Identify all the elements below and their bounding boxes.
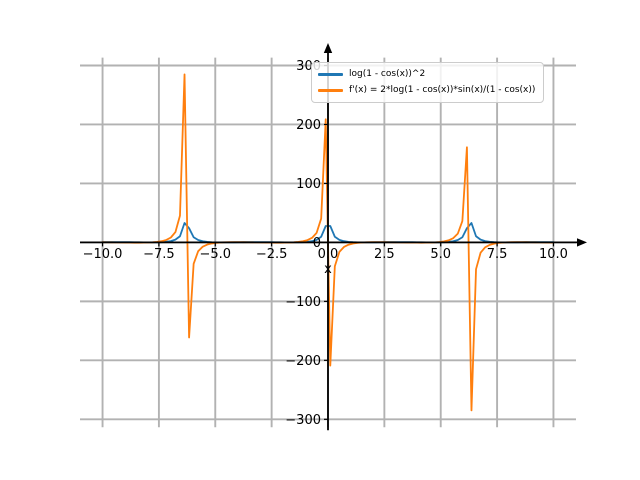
x-tick-label: 7.5 <box>487 247 508 262</box>
x-tick-label: 0.0 <box>318 247 339 262</box>
y-tick-label: 200 <box>296 118 321 133</box>
legend: log(1 - cos(x))^2 f'(x) = 2*log(1 - cos(… <box>311 62 545 103</box>
x-tick-label: −5.0 <box>199 247 231 262</box>
y-tick-label: 0 <box>313 236 321 251</box>
y-tick-label: 100 <box>296 177 321 192</box>
x-tick-label: 2.5 <box>374 247 395 262</box>
y-tick-label: −300 <box>285 413 321 428</box>
x-tick-label: −2.5 <box>256 247 288 262</box>
x-axis-arrow-icon <box>577 238 587 247</box>
y-tick-label: −200 <box>285 354 321 369</box>
x-axis-title: x <box>324 262 332 277</box>
legend-label-f: log(1 - cos(x))^2 <box>349 69 426 79</box>
x-tick-label: −10.0 <box>83 247 123 262</box>
x-tick-label: −7.5 <box>143 247 175 262</box>
legend-line-sample-f-icon <box>318 72 343 76</box>
y-axis-arrow-icon <box>323 43 333 53</box>
legend-label-fprime: f'(x) = 2*log(1 - cos(x))*sin(x)/(1 - co… <box>349 85 536 95</box>
y-tick-label: −100 <box>285 295 321 310</box>
x-tick-label: 5.0 <box>430 247 451 262</box>
legend-entry-f: log(1 - cos(x))^2 <box>318 67 535 81</box>
legend-line-sample-fprime-icon <box>318 88 343 92</box>
legend-entry-fprime: f'(x) = 2*log(1 - cos(x))*sin(x)/(1 - co… <box>318 83 535 97</box>
x-tick-label: 10.0 <box>539 247 568 262</box>
